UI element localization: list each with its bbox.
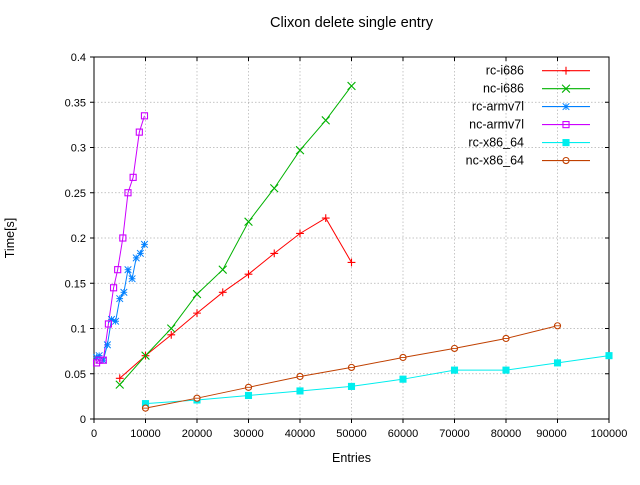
svg-text:40000: 40000 bbox=[285, 428, 316, 440]
svg-text:100000: 100000 bbox=[591, 428, 628, 440]
svg-text:0.4: 0.4 bbox=[71, 52, 86, 64]
svg-text:rc-x86_64: rc-x86_64 bbox=[468, 136, 524, 150]
svg-text:0.2: 0.2 bbox=[71, 233, 86, 245]
svg-text:rc-i686: rc-i686 bbox=[486, 64, 524, 78]
svg-text:20000: 20000 bbox=[182, 428, 213, 440]
svg-text:90000: 90000 bbox=[536, 428, 567, 440]
svg-text:Entries: Entries bbox=[332, 451, 371, 465]
svg-text:0.25: 0.25 bbox=[65, 188, 86, 200]
svg-text:Time[s]: Time[s] bbox=[3, 218, 17, 259]
svg-text:0.15: 0.15 bbox=[65, 278, 86, 290]
svg-text:50000: 50000 bbox=[336, 428, 367, 440]
svg-text:60000: 60000 bbox=[388, 428, 419, 440]
svg-text:0.35: 0.35 bbox=[65, 97, 86, 109]
svg-text:rc-armv7l: rc-armv7l bbox=[472, 100, 524, 114]
svg-text:0.1: 0.1 bbox=[71, 324, 86, 336]
svg-text:nc-i686: nc-i686 bbox=[483, 82, 524, 96]
svg-text:0: 0 bbox=[91, 428, 97, 440]
svg-text:0: 0 bbox=[80, 414, 86, 426]
svg-text:Clixon delete single entry: Clixon delete single entry bbox=[270, 15, 434, 31]
svg-text:0.3: 0.3 bbox=[71, 143, 86, 155]
svg-text:70000: 70000 bbox=[439, 428, 470, 440]
svg-text:nc-armv7l: nc-armv7l bbox=[469, 118, 524, 132]
svg-text:0.05: 0.05 bbox=[65, 369, 86, 381]
svg-text:10000: 10000 bbox=[130, 428, 161, 440]
svg-text:nc-x86_64: nc-x86_64 bbox=[466, 154, 524, 168]
svg-text:80000: 80000 bbox=[491, 428, 522, 440]
svg-text:30000: 30000 bbox=[233, 428, 264, 440]
